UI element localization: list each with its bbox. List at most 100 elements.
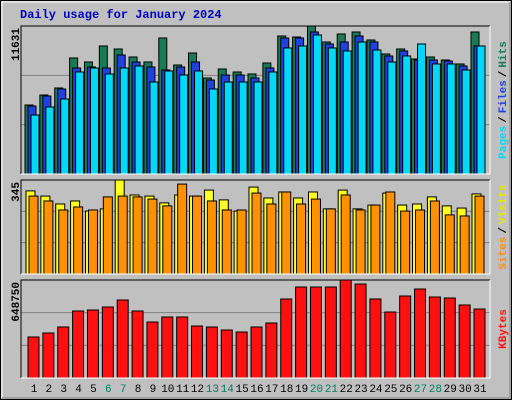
bar (443, 297, 456, 379)
panel-border-light (21, 180, 491, 275)
x-tick-label: 22 (340, 384, 353, 396)
bar (220, 329, 233, 379)
bar (131, 310, 144, 379)
x-tick-label: 30 (459, 384, 472, 396)
bar (60, 98, 70, 175)
bar (86, 309, 99, 379)
bar (476, 45, 486, 175)
x-tick-label: 3 (60, 384, 67, 396)
legend: KBytes (498, 309, 510, 349)
x-tick-label: 12 (191, 384, 204, 396)
bar (223, 81, 233, 175)
bar (45, 106, 55, 175)
bar (312, 34, 322, 175)
x-tick-label: 26 (399, 384, 412, 396)
x-tick-label: 1 (31, 384, 38, 396)
bar (30, 114, 40, 175)
bar (446, 63, 456, 175)
bar (149, 81, 159, 175)
bar (179, 74, 189, 175)
bar (146, 321, 159, 379)
bar (473, 308, 486, 379)
bar (250, 326, 263, 379)
y-tick-label: 11631 (11, 28, 23, 61)
bar (221, 209, 232, 275)
bar (428, 296, 441, 379)
legend: Pages / Files / Hits (498, 41, 510, 159)
bar (268, 71, 278, 175)
bar (355, 209, 366, 275)
bar (458, 304, 471, 379)
x-tick-label: 25 (384, 384, 397, 396)
y-tick-label: 648750 (11, 282, 23, 322)
x-tick-label: 18 (280, 384, 293, 396)
x-tick-label: 29 (444, 384, 457, 396)
x-tick-label: 5 (90, 384, 97, 396)
bar (372, 49, 382, 175)
bar (429, 200, 440, 275)
x-tick-label: 15 (236, 384, 249, 396)
x-tick-label: 13 (206, 384, 219, 396)
bar (461, 69, 471, 175)
bar (162, 205, 173, 275)
x-tick-label: 20 (310, 384, 323, 396)
legend: Sites / Visits (498, 184, 510, 269)
legend-entry: Pages (498, 126, 510, 159)
x-tick-label: 17 (265, 384, 278, 396)
bar (164, 70, 174, 175)
legend-entry: Sites (498, 237, 510, 270)
x-tick-label: 19 (295, 384, 308, 396)
bar (205, 326, 218, 379)
bar (42, 332, 55, 379)
panel-border-light (21, 280, 491, 379)
bar (206, 200, 217, 275)
bar (399, 295, 412, 379)
bar (236, 209, 247, 275)
bar (102, 196, 113, 275)
bar (280, 298, 293, 379)
bar (253, 81, 263, 175)
bar (238, 81, 248, 175)
bar (134, 65, 144, 175)
bar (444, 214, 455, 275)
bar (104, 73, 114, 175)
bar (369, 298, 382, 379)
legend-entry: Hits (498, 41, 510, 67)
bar (298, 45, 308, 175)
bar (75, 71, 85, 175)
bar (384, 311, 397, 379)
bar (431, 63, 441, 175)
bar (339, 279, 352, 379)
bar (89, 67, 99, 175)
x-tick-label: 28 (429, 384, 442, 396)
x-tick-label: 7 (120, 384, 127, 396)
x-tick-label: 31 (473, 384, 487, 396)
bar (101, 306, 114, 379)
legend-entry: Files (498, 80, 510, 113)
bar (43, 200, 54, 275)
legend-separator: / (498, 227, 510, 234)
legend-separator: / (498, 70, 510, 77)
bar (192, 195, 203, 275)
panel-border-dark (20, 179, 490, 274)
bar (387, 61, 397, 175)
x-tick-label: 14 (221, 384, 235, 396)
bar (161, 316, 174, 379)
bar (235, 331, 248, 379)
bar (354, 283, 367, 379)
bar (117, 195, 128, 275)
bar (251, 192, 262, 275)
bar (296, 203, 307, 275)
x-tick-label: 2 (46, 384, 53, 396)
bar (474, 195, 485, 275)
bar (415, 209, 426, 275)
bar (28, 195, 39, 275)
bar (357, 41, 367, 175)
bar (327, 47, 337, 175)
x-tick-label: 6 (105, 384, 112, 396)
bar (370, 204, 381, 275)
bar (325, 208, 336, 275)
